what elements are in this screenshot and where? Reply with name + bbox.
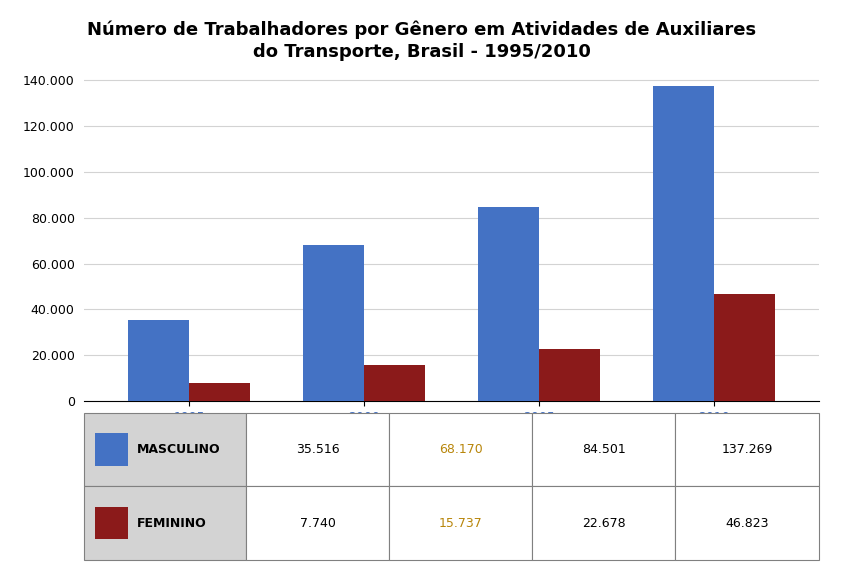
Text: 137.269: 137.269 bbox=[722, 443, 773, 456]
Text: 7.740: 7.740 bbox=[300, 517, 335, 530]
Bar bbox=[478, 207, 539, 401]
Text: do Transporte, Brasil - 1995/2010: do Transporte, Brasil - 1995/2010 bbox=[253, 43, 591, 61]
Bar bbox=[389, 413, 533, 486]
Text: 15.737: 15.737 bbox=[439, 517, 483, 530]
Bar bbox=[128, 320, 189, 401]
Bar bbox=[714, 294, 775, 401]
Bar bbox=[533, 413, 675, 486]
Bar bbox=[84, 413, 246, 486]
Bar bbox=[675, 486, 819, 560]
Bar bbox=[652, 87, 714, 401]
Bar bbox=[389, 486, 533, 560]
Bar bbox=[675, 413, 819, 486]
Bar bbox=[246, 486, 389, 560]
Text: 46.823: 46.823 bbox=[725, 517, 769, 530]
Bar bbox=[246, 413, 389, 486]
Text: 22.678: 22.678 bbox=[582, 517, 625, 530]
Bar bbox=[303, 245, 364, 401]
Bar bbox=[95, 433, 128, 465]
Bar bbox=[84, 486, 246, 560]
Text: Número de Trabalhadores por Gênero em Atividades de Auxiliares: Número de Trabalhadores por Gênero em At… bbox=[88, 20, 756, 38]
Text: 35.516: 35.516 bbox=[295, 443, 339, 456]
Text: FEMININO: FEMININO bbox=[138, 517, 207, 530]
Text: 84.501: 84.501 bbox=[582, 443, 625, 456]
Bar bbox=[539, 349, 600, 401]
Bar bbox=[189, 383, 251, 401]
Bar bbox=[95, 507, 128, 539]
Text: 68.170: 68.170 bbox=[439, 443, 483, 456]
Bar bbox=[364, 365, 425, 401]
Bar bbox=[533, 486, 675, 560]
Text: MASCULINO: MASCULINO bbox=[138, 443, 221, 456]
